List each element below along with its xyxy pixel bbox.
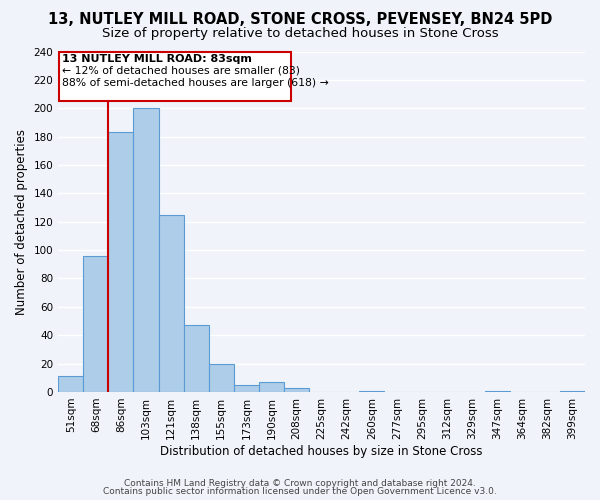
Text: Size of property relative to detached houses in Stone Cross: Size of property relative to detached ho… (101, 28, 499, 40)
Bar (209, 364, 234, 392)
Bar (485, 390, 510, 392)
Bar (184, 326, 209, 392)
Text: 13, NUTLEY MILL ROAD, STONE CROSS, PEVENSEY, BN24 5PD: 13, NUTLEY MILL ROAD, STONE CROSS, PEVEN… (48, 12, 552, 28)
Bar (284, 388, 309, 392)
Bar (158, 214, 184, 392)
Y-axis label: Number of detached properties: Number of detached properties (15, 128, 28, 314)
Text: ← 12% of detached houses are smaller (83): ← 12% of detached houses are smaller (83… (62, 66, 301, 76)
Bar (259, 382, 284, 392)
FancyBboxPatch shape (59, 52, 292, 101)
Bar (234, 385, 259, 392)
X-axis label: Distribution of detached houses by size in Stone Cross: Distribution of detached houses by size … (160, 444, 483, 458)
Text: Contains HM Land Registry data © Crown copyright and database right 2024.: Contains HM Land Registry data © Crown c… (124, 478, 476, 488)
Bar (560, 390, 585, 392)
Text: Contains public sector information licensed under the Open Government Licence v3: Contains public sector information licen… (103, 487, 497, 496)
Text: 88% of semi-detached houses are larger (618) →: 88% of semi-detached houses are larger (… (62, 78, 329, 88)
Bar (58, 376, 83, 392)
Bar (133, 108, 158, 392)
Text: 13 NUTLEY MILL ROAD: 83sqm: 13 NUTLEY MILL ROAD: 83sqm (62, 54, 253, 64)
Bar (359, 390, 385, 392)
Bar (109, 132, 133, 392)
Bar (83, 256, 109, 392)
